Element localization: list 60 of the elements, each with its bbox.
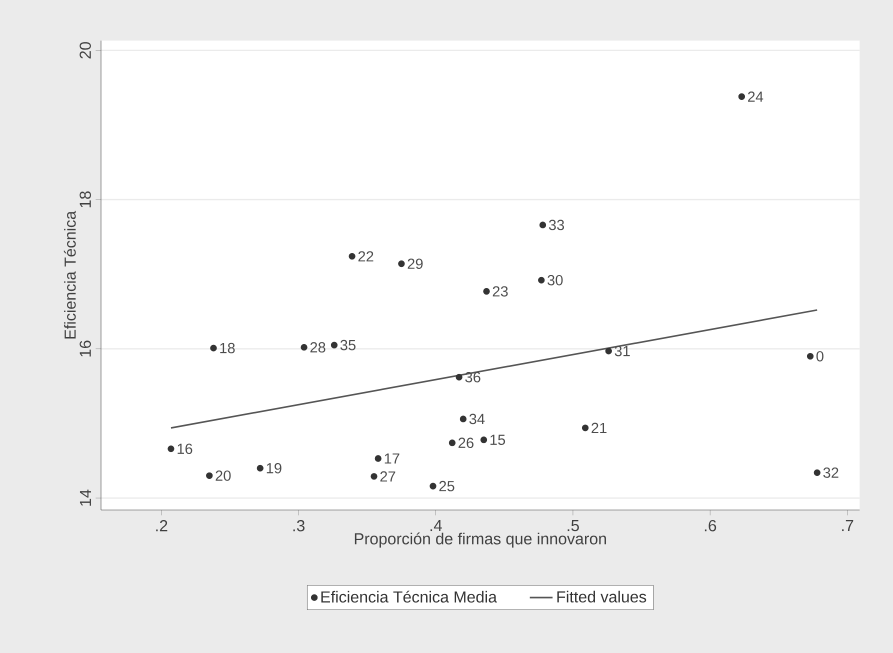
annotation: 25 [439, 480, 454, 492]
x-tick-label: .4 [430, 520, 442, 532]
y-tick-label: 18 [80, 191, 91, 208]
point [460, 416, 467, 422]
point [300, 344, 308, 351]
annotation: 33 [548, 220, 564, 230]
annotation: 31 [614, 346, 630, 356]
x-tick-label: .7 [842, 520, 854, 532]
annotation: 16 [178, 444, 192, 454]
point [206, 472, 213, 479]
annotation: 28 [310, 342, 326, 353]
y-tick-label: 14 [80, 490, 91, 506]
annotation: 23 [492, 286, 508, 297]
point [398, 260, 405, 268]
point [448, 440, 456, 446]
annotation: 19 [266, 463, 282, 474]
point [814, 469, 820, 476]
annotation: 22 [358, 251, 374, 262]
annotation: 18 [220, 342, 235, 354]
point [330, 342, 338, 348]
x-tick-label: .6 [704, 520, 716, 532]
annotation: 36 [465, 372, 480, 382]
y-axis-title: Eficiencia Técnica [64, 210, 76, 338]
point [456, 374, 462, 381]
annotation: 26 [458, 438, 474, 448]
x-axis-title: Proporción de firmas que innovaron [354, 532, 606, 548]
annotation: 29 [408, 258, 423, 269]
point [256, 464, 264, 472]
point [738, 93, 746, 100]
point [210, 344, 217, 352]
legend-label: Fitted values [557, 590, 646, 603]
point [483, 288, 490, 295]
point [538, 276, 545, 284]
x-tick-label: .5 [568, 520, 579, 532]
point [539, 222, 546, 228]
point [168, 445, 174, 452]
annotation: 20 [216, 470, 231, 481]
point [370, 473, 378, 480]
point [348, 252, 356, 260]
annotation: 0 [816, 351, 824, 362]
annotation: 32 [823, 468, 838, 478]
annotation: 35 [340, 340, 356, 350]
point [582, 424, 589, 432]
x-tick-label: .3 [293, 520, 305, 532]
annotation: 17 [384, 453, 400, 464]
annotation: 21 [592, 422, 606, 434]
annotation: 30 [548, 275, 563, 286]
point [605, 348, 612, 354]
point [480, 436, 488, 444]
y-tick-label: 16 [80, 340, 91, 357]
annotation: 15 [490, 434, 506, 445]
annotation: 27 [380, 471, 396, 482]
legend-label: Eficiencia Técnica Media [321, 590, 497, 603]
point [430, 482, 436, 490]
annotation: 24 [748, 92, 764, 102]
point [806, 352, 814, 360]
point [374, 455, 382, 462]
y-tick-label: 20 [80, 42, 91, 58]
x-tick-label: .2 [156, 520, 168, 532]
annotation: 34 [469, 414, 485, 424]
